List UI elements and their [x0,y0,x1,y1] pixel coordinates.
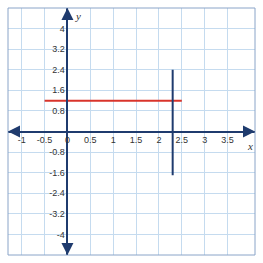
svg-text:0.8: 0.8 [52,106,65,116]
svg-text:-3.2: -3.2 [49,209,65,219]
svg-text:-1: -1 [18,135,26,145]
svg-text:0.5: 0.5 [84,135,97,145]
svg-text:0: 0 [65,135,70,145]
svg-text:-2.4: -2.4 [49,188,65,198]
svg-text:2: 2 [156,135,161,145]
svg-text:4: 4 [60,24,65,34]
svg-text:2.5: 2.5 [176,135,189,145]
svg-text:3: 3 [202,135,207,145]
svg-text:-1.6: -1.6 [49,168,65,178]
svg-text:-0.8: -0.8 [49,147,65,157]
svg-text:3.5: 3.5 [221,135,234,145]
svg-text:-0.5: -0.5 [37,135,53,145]
svg-text:2.4: 2.4 [52,65,65,75]
svg-text:1.5: 1.5 [130,135,143,145]
svg-text:x: x [247,140,253,152]
svg-text:-4: -4 [57,230,65,240]
svg-text:y: y [75,10,81,22]
svg-text:3.2: 3.2 [52,44,65,54]
svg-text:1.6: 1.6 [52,85,65,95]
svg-text:1: 1 [111,135,116,145]
